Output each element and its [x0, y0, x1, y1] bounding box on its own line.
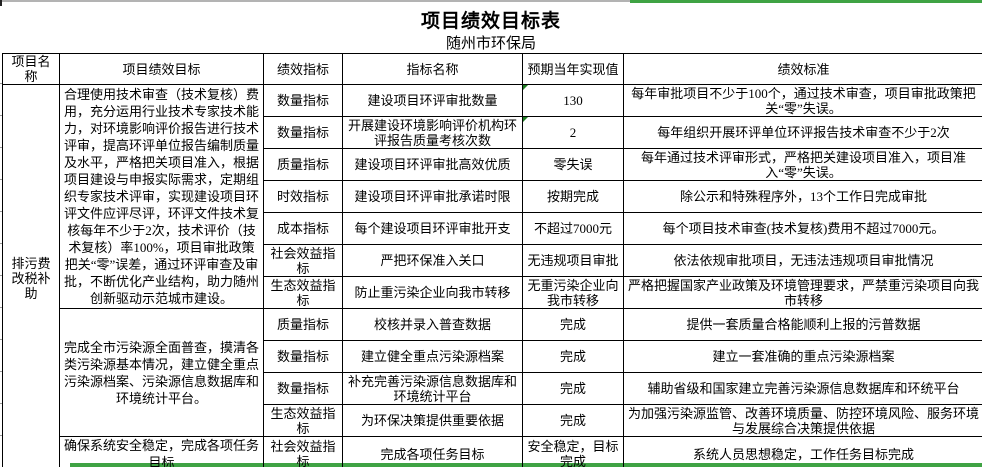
cell-indicator-name[interactable]: 为环保决策提供重要依据	[342, 404, 523, 437]
cell-standard[interactable]: 每个项目技术审查(技术复核)费用不超过7000元。	[623, 212, 982, 245]
cell-indicator[interactable]: 质量指标	[263, 148, 343, 181]
cell-indicator[interactable]: 生态效益指标	[263, 404, 343, 437]
table-row: 质量指标 建设项目环评审批高效优质 零失误 每年通过技术评审形式，严格把关建设项…	[3, 148, 982, 181]
table-row: 生态效益指标 为环保决策提供重要依据 完成 为加强污染源监管、改善环境质量、防控…	[3, 404, 982, 437]
cell-error-flag-icon	[523, 117, 528, 122]
cell-expected[interactable]: 130	[522, 84, 624, 117]
cell-goal-1[interactable]: 合理使用技术审查（技术复核）费用，充分运用行业技术专家技术能力，对环境影响评价报…	[59, 84, 264, 309]
cell-indicator[interactable]: 数量指标	[263, 84, 343, 117]
cell-indicator-name[interactable]: 校核并录入普查数据	[342, 308, 523, 341]
cell-expected[interactable]: 零失误	[522, 148, 624, 181]
cell-indicator-name[interactable]: 建设项目环评审批承诺时限	[342, 180, 523, 213]
performance-target-table: 项目名称 项目绩效目标 绩效指标 指标名称 预期当年实现值 绩效标准 排污费改税…	[2, 53, 982, 467]
cell-goal-3[interactable]: 确保系统安全稳定，完成各项任务目标	[59, 436, 264, 467]
header-standard[interactable]: 绩效标准	[623, 53, 982, 85]
table-row: 确保系统安全稳定，完成各项任务目标 社会效益指标 完成各项任务目标 安全稳定，目…	[3, 436, 982, 467]
cell-indicator[interactable]: 成本指标	[263, 212, 343, 245]
cell-expected[interactable]: 完成	[522, 372, 624, 405]
table-row: 社会效益指标 严把环保准入关口 无违规项目审批 依法依规审批项目，无违法违规项目…	[3, 244, 982, 277]
cell-indicator-name[interactable]: 严把环保准入关口	[342, 244, 523, 277]
cell-indicator[interactable]: 时效指标	[263, 180, 343, 213]
cell-standard[interactable]: 依法依规审批项目，无违法违规项目审批情况	[623, 244, 982, 277]
cell-indicator[interactable]: 社会效益指标	[263, 244, 343, 277]
cell-expected[interactable]: 无重污染企业向我市转移	[522, 276, 624, 309]
row-gridline-ticks	[0, 83, 2, 464]
cell-error-flag-icon	[523, 85, 528, 90]
cell-indicator[interactable]: 社会效益指标	[263, 436, 343, 467]
cell-indicator-name[interactable]: 完成各项任务目标	[342, 436, 523, 467]
table-row: 时效指标 建设项目环评审批承诺时限 按期完成 除公示和特殊程序外，13个工作日完…	[3, 180, 982, 213]
cell-standard[interactable]: 严格把握国家产业政策及环境管理要求，严禁重污染项目向我市转移	[623, 276, 982, 309]
cell-expected[interactable]: 安全稳定，目标完成	[522, 436, 624, 467]
header-indicator-name[interactable]: 指标名称	[342, 53, 523, 85]
cell-indicator[interactable]: 数量指标	[263, 116, 343, 149]
table-row: 生态效益指标 防止重污染企业向我市转移 无重污染企业向我市转移 严格把握国家产业…	[3, 276, 982, 309]
cell-expected[interactable]: 完成	[522, 308, 624, 341]
cell-standard[interactable]: 每年组织开展环评单位环评报告技术审查不少于2次	[623, 116, 982, 149]
cell-expected[interactable]: 按期完成	[522, 180, 624, 213]
cell-indicator-name[interactable]: 建设项目环评审批数量	[342, 84, 523, 117]
cell-indicator-name[interactable]: 每个建设项目环评审批开支	[342, 212, 523, 245]
page-title: 项目绩效目标表	[420, 11, 561, 32]
cell-indicator[interactable]: 数量指标	[263, 372, 343, 405]
table-row: 数量指标 补充完善污染源信息数据库和环境统计平台 完成 辅助省级和国家建立完善污…	[3, 372, 982, 405]
table-header-row: 项目名称 项目绩效目标 绩效指标 指标名称 预期当年实现值 绩效标准	[2, 53, 982, 85]
header-indicator-type[interactable]: 绩效指标	[263, 53, 343, 85]
selection-bar-top	[630, 0, 982, 3]
cell-goal-2[interactable]: 完成全市污染源全面普查，摸清各类污染源基本情况，建立健全重点污染源档案、污染源信…	[59, 308, 264, 437]
cell-standard[interactable]: 提供一套质量合格能顺利上报的污普数据	[623, 308, 982, 341]
cell-indicator[interactable]: 生态效益指标	[263, 276, 343, 309]
header-goal[interactable]: 项目绩效目标	[59, 53, 264, 85]
cell-indicator-name[interactable]: 建设项目环评审批高效优质	[342, 148, 523, 181]
table-row: 成本指标 每个建设项目环评审批开支 不超过7000元 每个项目技术审查(技术复核…	[3, 212, 982, 245]
cell-indicator-name[interactable]: 防止重污染企业向我市转移	[342, 276, 523, 309]
cell-indicator-name[interactable]: 建立健全重点污染源档案	[342, 340, 523, 373]
cell-standard[interactable]: 每年审批项目不少于100个，通过技术审查，项目审批政策把关“零”失误。	[623, 84, 982, 117]
table-row: 数量指标 开展建设环境影响评价机构环评报告质量考核次数 2 每年组织开展环评单位…	[3, 116, 982, 149]
page-subtitle: 随州市环保局	[445, 36, 536, 52]
cell-indicator-name[interactable]: 开展建设环境影响评价机构环评报告质量考核次数	[342, 116, 523, 149]
cell-standard[interactable]: 辅助省级和国家建立完善污染源信息数据库和环统平台	[623, 372, 982, 405]
cell-standard[interactable]: 除公示和特殊程序外，13个工作日完成审批	[623, 180, 982, 213]
cell-standard[interactable]: 为加强污染源监管、改善环境质量、防控环境风险、服务环境与发展综合决策提供依据	[623, 404, 982, 437]
cell-project-name[interactable]: 排污费改税补助	[2, 84, 60, 467]
cell-expected[interactable]: 不超过7000元	[522, 212, 624, 245]
cell-indicator[interactable]: 数量指标	[263, 340, 343, 373]
cell-expected[interactable]: 2	[522, 116, 624, 149]
header-expected-value[interactable]: 预期当年实现值	[522, 53, 624, 85]
sheet-top-border	[0, 0, 982, 2]
table-row: 完成全市污染源全面普查，摸清各类污染源基本情况，建立健全重点污染源档案、污染源信…	[3, 308, 982, 437]
cell-standard[interactable]: 建立一套准确的重点污染源档案	[623, 340, 982, 373]
corner-tick	[0, 0, 2, 6]
cell-indicator[interactable]: 质量指标	[263, 308, 343, 341]
cell-expected[interactable]: 无违规项目审批	[522, 244, 624, 277]
cell-expected[interactable]: 完成	[522, 340, 624, 373]
cell-expected[interactable]: 完成	[522, 404, 624, 437]
cell-standard[interactable]: 每年通过技术评审形式，严格把关建设项目准入，项目准入“零”失误。	[623, 148, 982, 181]
cell-standard[interactable]: 系统人员思想稳定，工作任务目标完成	[623, 436, 982, 467]
table-row: 排污费改税补助 合理使用技术审查（技术复核）费用，充分运用行业技术专家技术能力，…	[2, 84, 982, 467]
expected-value: 130	[563, 93, 583, 108]
header-project-name[interactable]: 项目名称	[2, 53, 60, 85]
cell-indicator-name[interactable]: 补充完善污染源信息数据库和环境统计平台	[342, 372, 523, 405]
expected-value: 2	[569, 125, 577, 140]
